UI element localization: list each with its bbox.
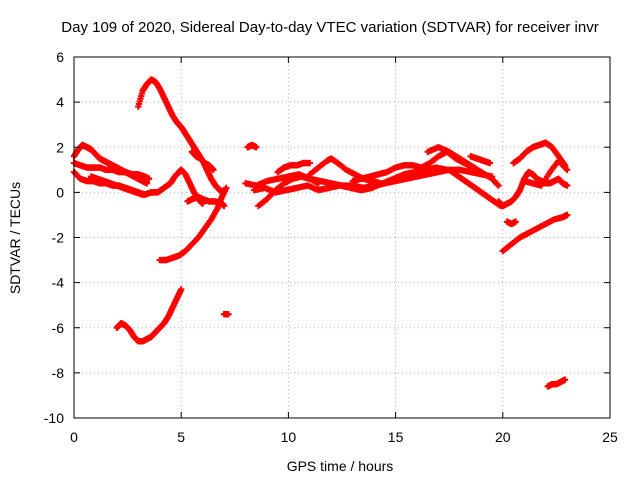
data-point <box>139 191 146 198</box>
data-point <box>563 211 571 219</box>
data-point <box>223 184 230 192</box>
chart-title: Day 109 of 2020, Sidereal Day-to-day VTE… <box>61 19 598 36</box>
series-arc-15 <box>274 159 314 176</box>
x-axis-label: GPS time / hours <box>287 458 394 474</box>
series-arc-10 <box>220 311 232 318</box>
y-axis-label: SDTVAR / TECUs <box>7 182 23 294</box>
data-point <box>495 182 502 189</box>
series-arc-2 <box>70 159 153 183</box>
data-point <box>210 166 217 174</box>
data-point <box>306 159 314 167</box>
series-arc-8 <box>188 148 217 174</box>
series-arc-7 <box>184 193 228 210</box>
data-point <box>563 166 571 174</box>
y-tick-label: -10 <box>44 410 64 426</box>
series-arc-20 <box>467 153 494 167</box>
x-tick-label: 5 <box>177 429 185 445</box>
grid-lines <box>74 57 610 418</box>
series-arc-25 <box>521 157 571 189</box>
axes: 0 5 10 15 20 25 -10 -8 -6 -4 -2 0 2 4 6 <box>44 49 618 445</box>
series-arc-18 <box>424 144 502 189</box>
data-point <box>563 182 571 189</box>
y-tick-label: 4 <box>56 94 64 110</box>
x-tick-label: 25 <box>602 429 618 445</box>
y-tick-label: -4 <box>52 275 65 291</box>
data-point <box>253 144 260 151</box>
series-arc-6 <box>156 184 230 264</box>
data-point <box>486 159 494 167</box>
x-tick-label: 15 <box>388 429 404 445</box>
y-tick-label: -8 <box>52 365 65 381</box>
data-point <box>561 376 569 383</box>
x-tick-label: 10 <box>281 429 297 445</box>
series-arc-9 <box>113 286 185 345</box>
x-tick-label: 0 <box>70 429 78 445</box>
data-point <box>315 180 322 187</box>
y-tick-label: 6 <box>56 49 64 65</box>
data-point <box>178 286 185 293</box>
x-tick-label: 20 <box>495 429 511 445</box>
series-arc-26 <box>544 376 569 390</box>
data-points <box>70 76 571 390</box>
data-point <box>220 202 228 210</box>
series-arc-22 <box>503 218 519 228</box>
data-point <box>512 218 519 225</box>
y-tick-label: -6 <box>52 320 65 336</box>
data-point <box>225 311 232 318</box>
y-tick-label: 2 <box>56 139 64 155</box>
data-point <box>377 180 384 187</box>
series-arc-14 <box>255 173 322 210</box>
y-tick-label: -2 <box>52 230 65 246</box>
series-arc-11 <box>244 141 260 151</box>
data-point <box>145 175 153 183</box>
series-arc-4 <box>87 173 146 198</box>
data-point <box>494 181 501 188</box>
y-tick-label: 0 <box>56 184 64 200</box>
series-arc-21 <box>499 211 571 255</box>
